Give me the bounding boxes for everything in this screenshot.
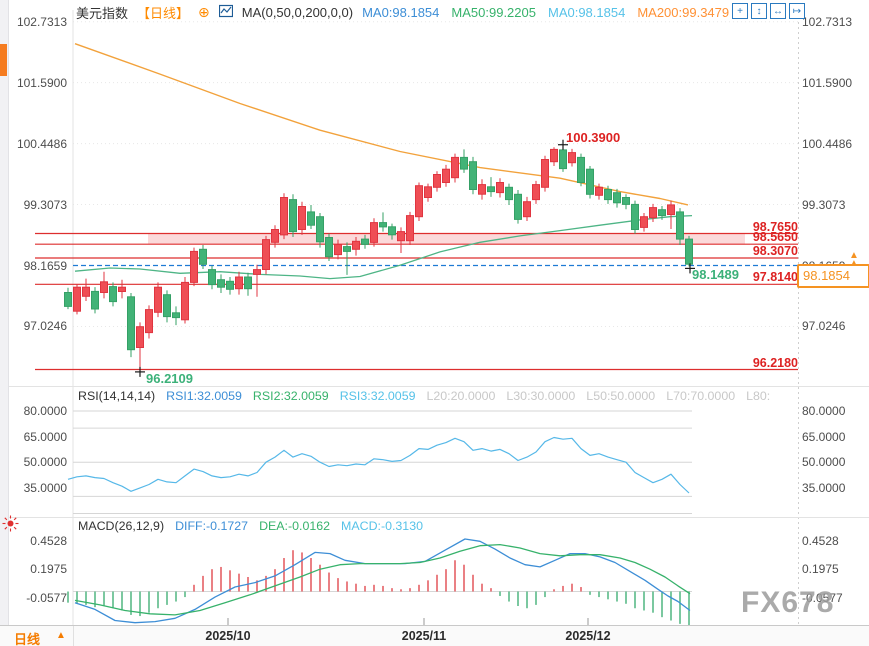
legend-item: L80: xyxy=(746,389,771,403)
collapse-panel-icon[interactable]: ↦ xyxy=(789,3,805,19)
price-axis-label-right: 101.5900 xyxy=(802,75,853,90)
price-axis-label-left: 100.4486 xyxy=(16,136,67,151)
ma-values: MA0:98.1854 MA50:99.2205 MA0:98.1854 MA200:… xyxy=(362,5,729,20)
bottom-bar-divider xyxy=(73,626,74,646)
last-low-label: 98.1489 xyxy=(692,267,739,282)
price-up-arrow-icon: ▲ ▲ xyxy=(849,250,859,269)
rsi-axis-label-left: 35.0000 xyxy=(23,480,67,495)
chart-toolbar: 美元指数 【日线】 ⊕ MA(0,50,0,200,0,0) MA0:98.18… xyxy=(76,3,729,22)
ma-value: MA0:98.1854 xyxy=(547,5,626,20)
period-up-icon[interactable]: ▲ xyxy=(56,630,66,641)
legend-item: RSI3:32.0059 xyxy=(339,389,416,403)
price-level-label: 98.5650 xyxy=(752,230,798,245)
period-tag[interactable]: 【日线】 xyxy=(137,6,190,21)
price-axis-label-right: 99.3073 xyxy=(802,197,846,212)
price-axis-label-left: 97.0246 xyxy=(23,319,67,334)
macd-axis-label-right: 0.4528 xyxy=(802,533,839,548)
low-price-label: 96.2109 xyxy=(146,371,193,386)
macd-axis-label-right: -0.0577 xyxy=(802,590,843,605)
add-indicator-icon[interactable]: ⊕ xyxy=(198,4,210,20)
symbol-name: 美元指数 xyxy=(76,6,129,21)
live-update-icon[interactable] xyxy=(2,515,19,537)
price-axis-label-left: 99.3073 xyxy=(23,197,67,212)
macd-axis-label-right: 0.1975 xyxy=(802,562,839,577)
high-price-label: 100.3900 xyxy=(566,130,621,145)
price-level-label: 97.8140 xyxy=(752,270,798,285)
macd-axis-label-left: 0.1975 xyxy=(30,562,67,577)
legend-item: L50:50.0000 xyxy=(586,389,656,403)
price-level-label: 98.7650 xyxy=(752,219,798,234)
price-axis-label-right: 97.0246 xyxy=(802,319,846,334)
macd-legend: MACD(26,12,9) DIFF:-0.1727 DEA:-0.0162 MAC… xyxy=(78,519,796,533)
price-axis-label-right: 102.7313 xyxy=(802,14,853,29)
legend-item: MACD:-0.3130 xyxy=(341,519,423,533)
rsi-axis-label-right: 50.0000 xyxy=(802,455,846,470)
date-label: 2025/11 xyxy=(401,629,447,643)
date-label: 2025/10 xyxy=(205,629,251,643)
ma-settings[interactable]: MA(0,50,0,200,0,0) xyxy=(241,5,354,20)
left-strip-accent xyxy=(0,44,7,76)
date-label: 2025/12 xyxy=(565,629,611,643)
scale-y-axis-icon[interactable]: ↕ xyxy=(751,3,767,19)
legend-item: L30:30.0000 xyxy=(506,389,576,403)
rsi-axis-label-left: 65.0000 xyxy=(23,429,67,444)
legend-item: RSI1:32.0059 xyxy=(166,389,242,403)
legend-item: DEA:-0.0162 xyxy=(259,519,331,533)
watermark: FX678 xyxy=(741,586,835,619)
rsi-axis-label-left: 50.0000 xyxy=(23,455,67,470)
legend-item: DIFF:-0.1727 xyxy=(175,519,249,533)
price-axis-label-right: 100.4486 xyxy=(802,136,853,151)
price-level-label: 98.3070 xyxy=(752,243,798,258)
rsi-axis-label-right: 80.0000 xyxy=(802,404,846,418)
ma-value: MA0:98.1854 xyxy=(362,5,440,20)
macd-title[interactable]: MACD(26,12,9) xyxy=(78,519,165,533)
rsi-title[interactable]: RSI(14,14,14) xyxy=(78,389,156,403)
chart-type-icon[interactable] xyxy=(218,4,233,21)
rsi-axis-label-right: 65.0000 xyxy=(802,429,846,444)
legend-item: RSI2:32.0059 xyxy=(252,389,329,403)
pan-icon[interactable]: + xyxy=(732,3,748,19)
rsi-legend: RSI(14,14,14) RSI1:32.0059 RSI2:32.0059 RS… xyxy=(78,389,796,403)
legend-item: L70:70.0000 xyxy=(666,389,736,403)
price-axis-label-left: 101.5900 xyxy=(16,75,67,90)
ma-value: MA200:99.3479 xyxy=(637,5,730,20)
rsi-axis-label-right: 35.0000 xyxy=(802,480,846,495)
period-selector[interactable]: 日线 xyxy=(14,632,41,646)
bottom-bar: 日线 ▲ xyxy=(0,625,869,646)
legend-item: L20:20.0000 xyxy=(426,389,496,403)
toolbar-icon-group: + ↕ ↔ ↦ xyxy=(732,3,805,19)
macd-axis-label-left: -0.0577 xyxy=(26,590,67,605)
scale-x-axis-icon[interactable]: ↔ xyxy=(770,3,786,19)
price-level-label: 96.2180 xyxy=(752,355,798,370)
macd-axis-label-left: 0.4528 xyxy=(30,533,67,548)
price-axis-label-left: 102.7313 xyxy=(16,14,67,29)
left-edge-strip xyxy=(0,0,9,646)
rsi-axis-label-left: 80.0000 xyxy=(23,404,67,418)
ma-value: MA50:99.2205 xyxy=(451,5,536,20)
current-price-box[interactable]: 98.1854 xyxy=(797,264,869,288)
price-axis-label-left: 98.1659 xyxy=(23,258,67,273)
